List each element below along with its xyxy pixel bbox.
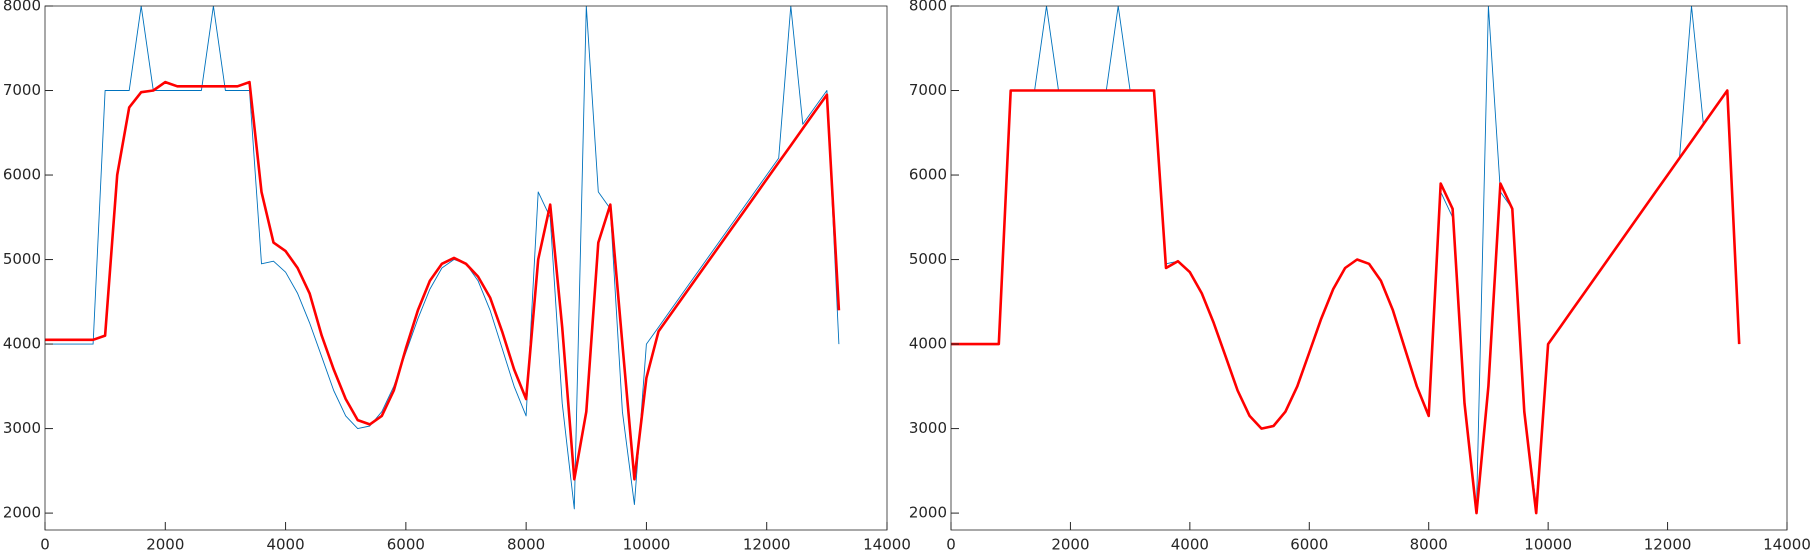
x-tick-label: 0 <box>40 536 50 554</box>
x-tick-label: 8000 <box>1410 536 1448 554</box>
x-tick-label: 2000 <box>1051 536 1089 554</box>
axes-box <box>44 5 888 531</box>
y-tick-label: 8000 <box>3 0 41 15</box>
y-tick-label: 2000 <box>3 504 41 522</box>
y-tick-label: 7000 <box>3 81 41 99</box>
y-tick-label: 3000 <box>3 419 41 437</box>
x-tick-label: 2000 <box>146 536 184 554</box>
axes-box <box>950 5 1788 531</box>
x-tick-label: 0 <box>946 536 956 554</box>
x-tick-label: 10000 <box>623 536 671 554</box>
y-tick-label: 3000 <box>909 419 947 437</box>
data-line <box>45 80 841 481</box>
y-tick-label: 4000 <box>3 335 41 353</box>
y-tick-label: 4000 <box>909 335 947 353</box>
y-tick-label: 6000 <box>3 166 41 184</box>
x-tick-label: 4000 <box>266 536 304 554</box>
x-tick-label: 4000 <box>1171 536 1209 554</box>
x-tick-label: 6000 <box>387 536 425 554</box>
x-tick-label: 14000 <box>1763 536 1811 554</box>
x-tick-label: 14000 <box>863 536 911 554</box>
y-tick-label: 8000 <box>909 0 947 15</box>
x-tick-label: 12000 <box>1644 536 1692 554</box>
data-line <box>45 6 840 510</box>
y-tick-label: 7000 <box>909 81 947 99</box>
x-tick-label: 12000 <box>743 536 791 554</box>
y-tick-label: 2000 <box>909 504 947 522</box>
x-tick-label: 6000 <box>1290 536 1328 554</box>
x-tick-label: 10000 <box>1524 536 1572 554</box>
y-tick-label: 5000 <box>909 250 947 268</box>
y-tick-label: 6000 <box>909 166 947 184</box>
data-line <box>951 89 1741 515</box>
data-line <box>951 6 1740 510</box>
x-tick-label: 8000 <box>507 536 545 554</box>
y-tick-label: 5000 <box>3 250 41 268</box>
